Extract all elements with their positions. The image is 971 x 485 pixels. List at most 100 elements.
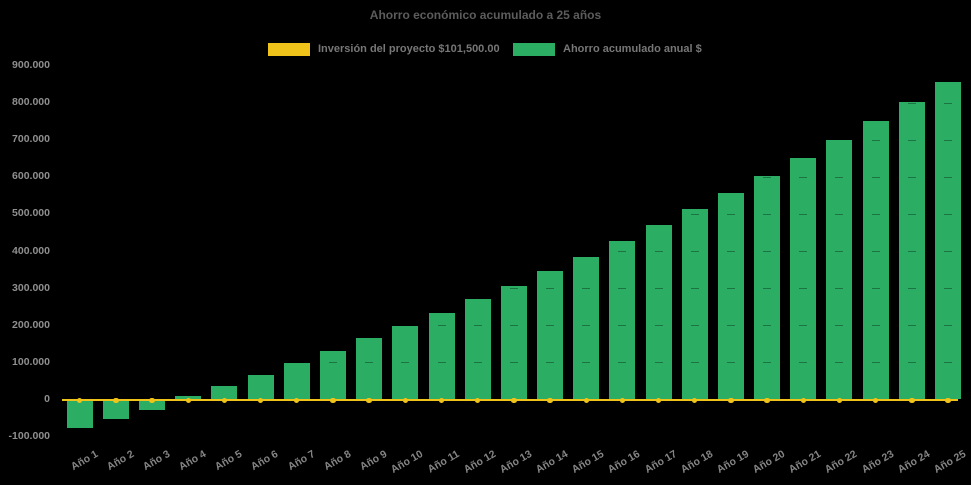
bar-gridline-tick [944,139,953,141]
bar-ano-2 [102,399,129,420]
investment-line-marker [402,397,408,403]
bar-ano-11 [428,313,455,400]
x-axis-label: Año 8 [321,448,353,473]
bar-ano-24 [898,101,925,400]
legend-item-investment: Inversión del proyecto $101,500.00 [268,42,500,56]
bar-gridline-tick [871,213,880,215]
bar-gridline-tick [726,213,735,215]
bar-gridline-tick [654,288,663,290]
bar-gridline-tick [509,362,518,364]
bar-ano-15 [573,256,600,400]
y-axis-label: 900.000 [12,59,50,71]
bar-ano-1 [66,399,93,428]
investment-line-marker [438,397,445,403]
bar-gridline-tick [726,362,735,364]
bar-gridline-tick [401,362,410,364]
investment-line-marker [836,397,843,403]
bar-gridline-tick [690,213,699,215]
bar-gridline-tick [944,213,953,215]
investment-line-marker [330,397,336,403]
investment-line-marker [221,397,228,403]
bar-gridline-tick [726,325,735,327]
bar-gridline-tick [618,325,627,327]
bar-gridline-tick [763,325,772,327]
bar-ano-18 [681,209,708,400]
x-axis-label: Año 12 [461,448,498,476]
bar-gridline-tick [328,362,337,364]
legend-label-savings: Ahorro acumulado anual $ [563,43,702,55]
bar-ano-5 [211,386,238,400]
bar-gridline-tick [907,102,916,104]
bar-ano-7 [283,362,310,400]
bar-gridline-tick [799,325,808,327]
x-axis-label: Año 13 [497,448,534,476]
x-axis-label: Año 18 [678,448,715,476]
bar-gridline-tick [582,325,591,327]
bar-gridline-tick [907,251,916,252]
y-axis-label: 500.000 [12,207,50,220]
bar-gridline-tick [618,251,627,252]
bar-gridline-tick [799,251,808,252]
bar-gridline-tick [365,362,374,364]
investment-line-marker [619,397,626,403]
investment-line-marker [257,397,264,403]
bar-ano-9 [356,338,383,400]
legend-swatch-investment [268,42,310,56]
bar-gridline-tick [437,362,446,364]
bar-ano-19 [717,193,744,400]
x-axis-label: Año 1 [68,448,100,473]
bar-gridline-tick [690,362,699,364]
investment-line-marker [945,397,951,403]
investment-line-marker [77,397,83,403]
bar-gridline-tick [509,325,518,327]
bar-gridline-tick [835,362,844,364]
bar-ano-20 [754,175,781,400]
y-axis-label: 200.000 [12,318,50,331]
investment-line-marker [366,397,372,403]
bar-gridline-tick [690,325,699,327]
bar-gridline-tick [871,325,880,327]
y-axis-label: 100.000 [12,355,50,368]
bar-gridline-tick [907,139,916,141]
x-axis-label: Año 22 [823,448,860,476]
x-axis-label: Año 23 [859,448,896,476]
legend-label-investment: Inversión del proyecto $101,500.00 [318,43,500,55]
investment-line-marker [113,397,119,403]
bar-gridline-tick [726,288,735,290]
x-axis-label: Año 4 [176,448,209,473]
bar-gridline-tick [763,213,772,215]
investment-line-marker [474,397,481,403]
bar-ano-8 [319,350,346,400]
bar-ano-25 [935,81,962,400]
bar-gridline-tick [726,251,735,252]
bar-gridline-tick [944,362,953,364]
investment-line [62,398,958,402]
bar-gridline-tick [944,102,953,104]
investment-line-marker [764,397,770,403]
y-axis-label: 600.000 [12,170,50,183]
x-axis-label: Año 16 [606,448,643,476]
bar-ano-10 [392,325,419,400]
bar-gridline-tick [763,251,772,252]
bar-gridline-tick [907,288,916,290]
x-axis-label: Año 21 [786,448,824,476]
legend-item-savings: Ahorro acumulado anual $ [513,42,702,56]
x-axis-label: Año 15 [569,448,607,476]
x-axis-label: Año 11 [425,448,462,476]
investment-line-marker [909,397,915,403]
bar-gridline-tick [835,213,844,215]
bar-gridline-tick [907,362,916,364]
x-axis-label: Año 3 [140,448,173,473]
bar-gridline-tick [871,288,880,290]
bar-gridline-tick [654,251,663,252]
investment-line-marker [185,397,191,403]
x-axis-label: Año 6 [249,448,281,473]
bar-gridline-tick [944,176,953,178]
bar-ano-12 [464,299,491,400]
bar-ano-17 [645,225,672,400]
investment-line-marker [728,397,734,403]
investment-line-marker [872,397,879,403]
x-axis-label: Año 19 [714,448,751,476]
bar-ano-14 [537,271,564,400]
